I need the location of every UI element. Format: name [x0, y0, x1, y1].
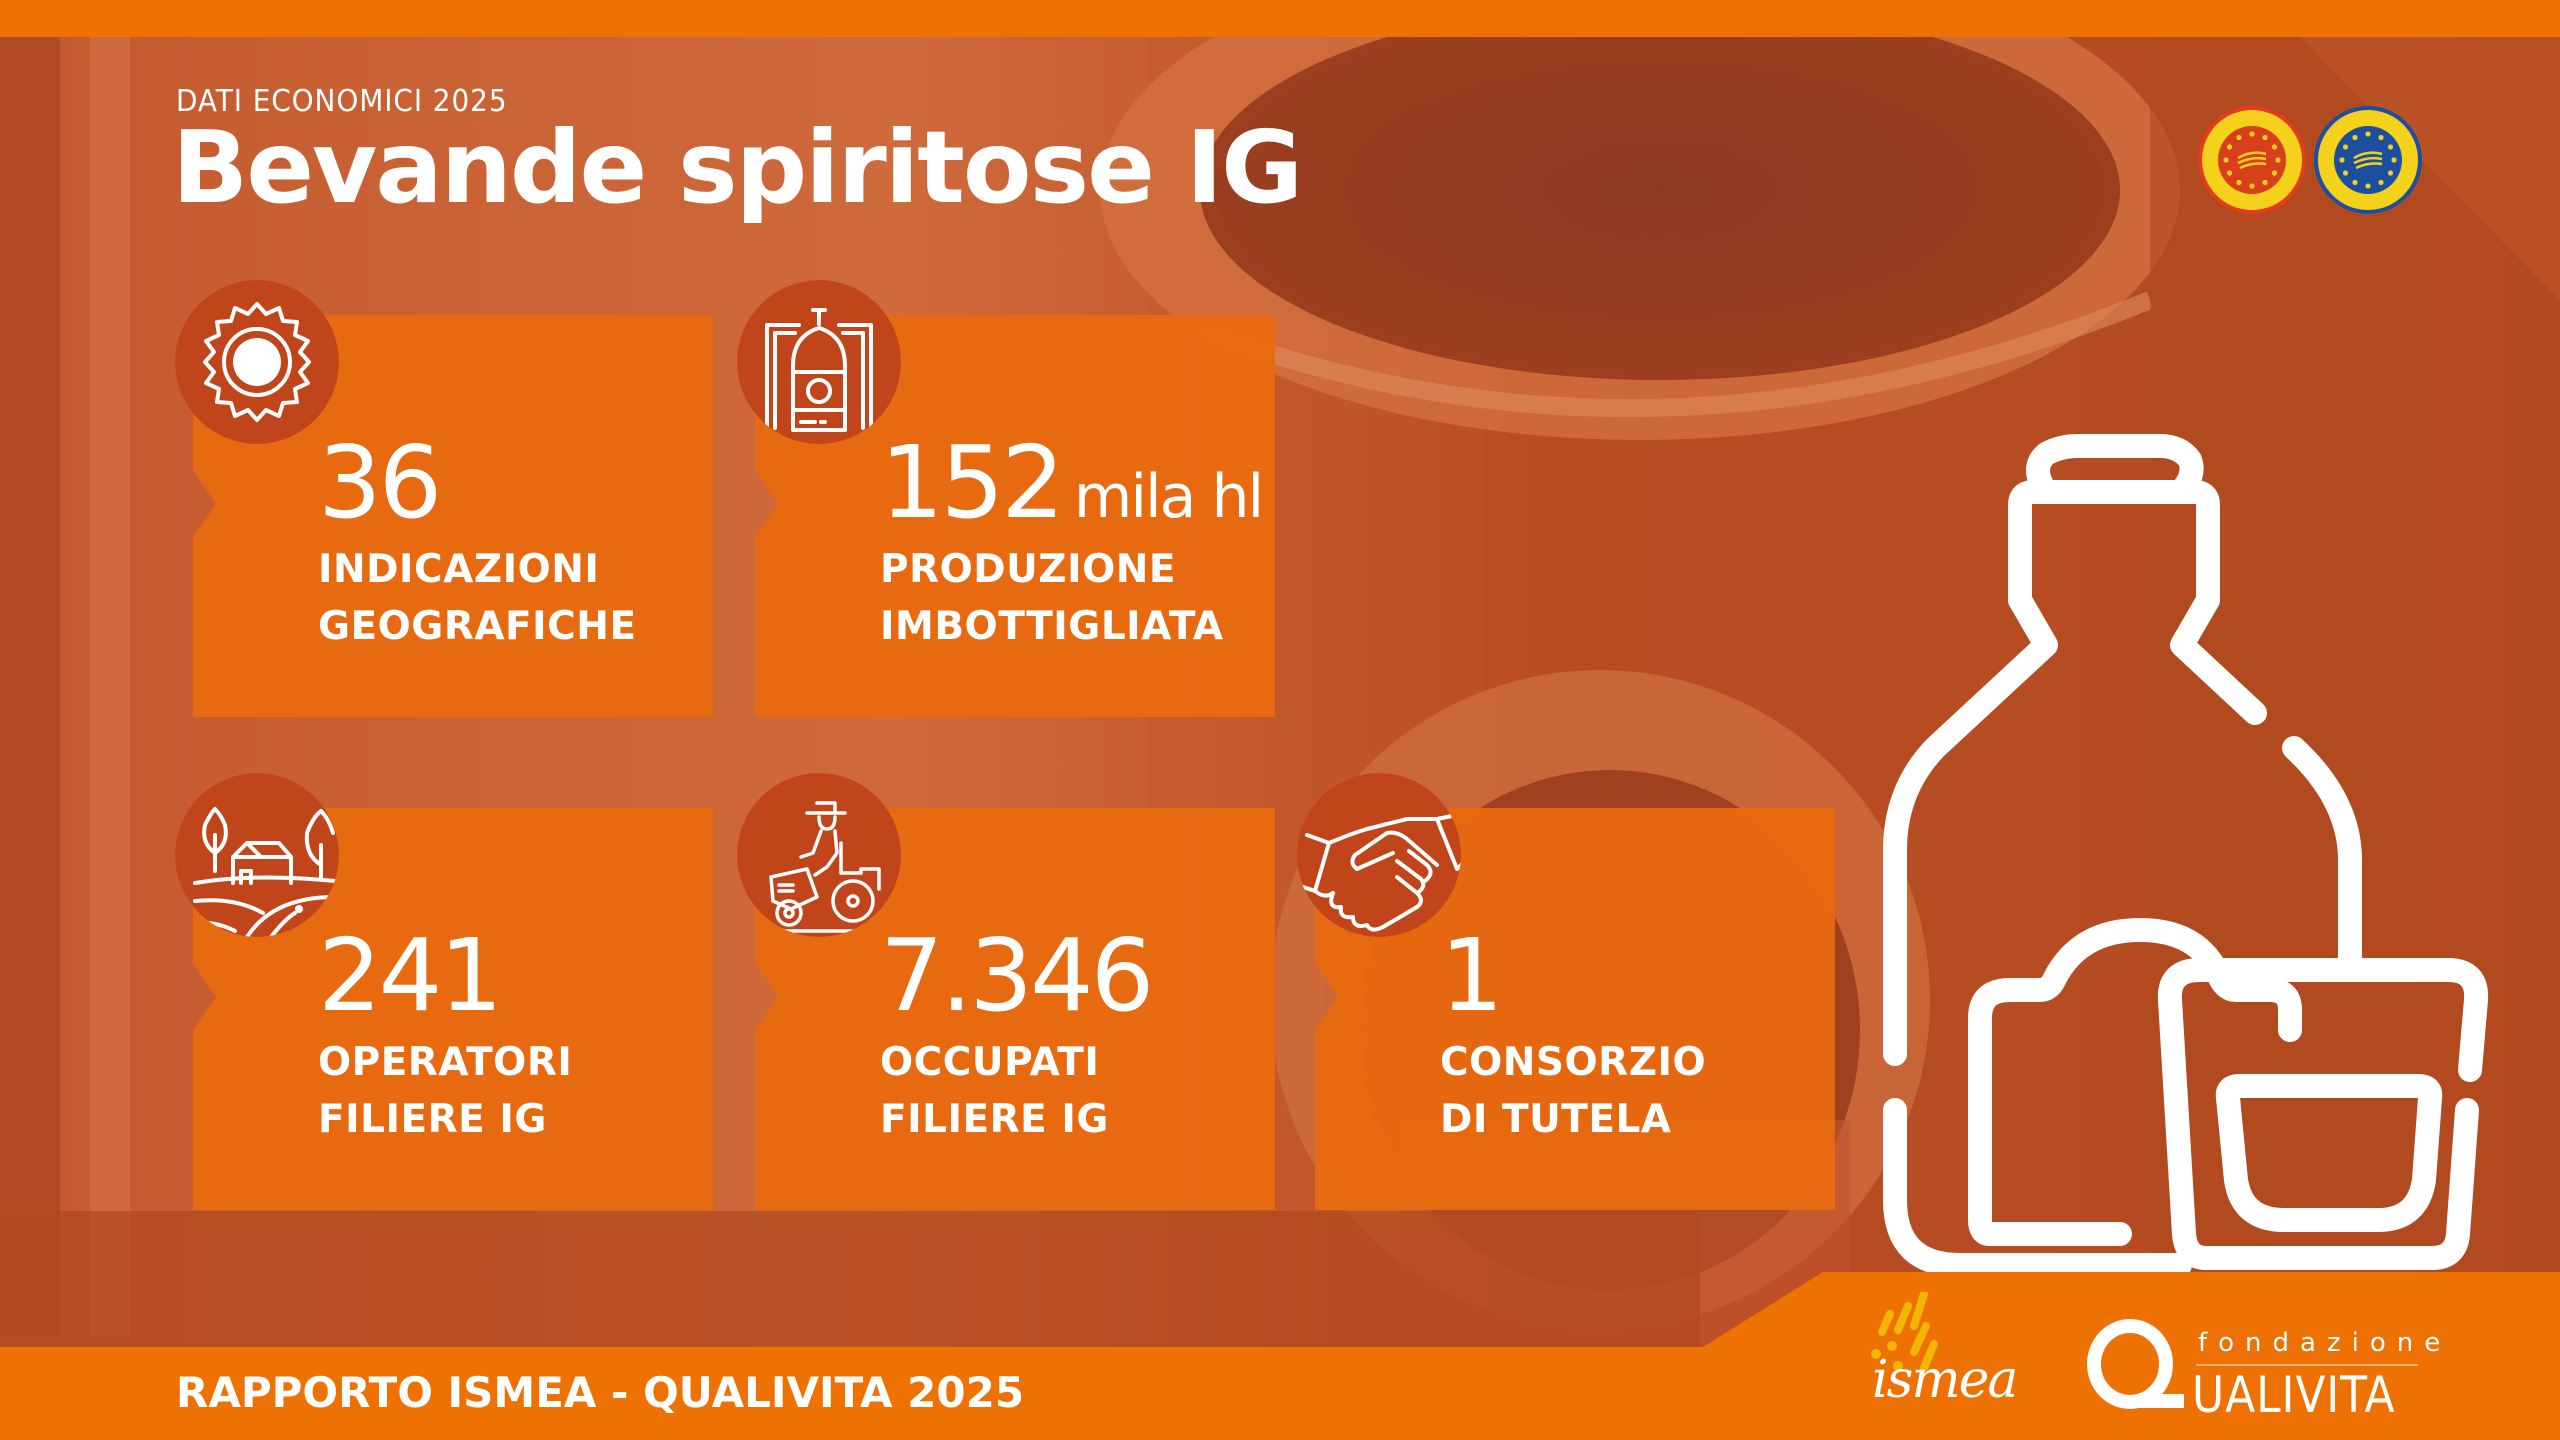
- stat-label-line: INDICAZIONI: [318, 547, 600, 592]
- stat-number: 36: [318, 424, 442, 541]
- stat-card-indicazioni: 36 INDICAZIONI GEOGRAFICHE: [175, 280, 713, 717]
- page-title: Bevande spiritose IG: [172, 109, 1303, 226]
- qualivita-wordmark: UALIVITA: [2192, 1366, 2396, 1424]
- icon-circle: [175, 280, 339, 444]
- stat-card-operatori: 241 OPERATORI FILIERE IG: [175, 773, 713, 1210]
- card-background: [193, 808, 713, 1210]
- card-background: [755, 808, 1275, 1210]
- card-background: [755, 315, 1275, 717]
- stat-card-consorzio: 1 CONSORZIO DI TUTELA: [1297, 773, 1835, 1210]
- still-distiller-icon: [737, 280, 901, 444]
- stat-label-line: FILIERE IG: [318, 1097, 547, 1142]
- stat-label-line: PRODUZIONE: [880, 547, 1177, 592]
- icon-circle: [737, 280, 901, 444]
- icon-circle: [1297, 773, 1461, 937]
- farm-landscape-icon: [175, 773, 339, 937]
- report-title: RAPPORTO ISMEA - QUALIVITA 2025: [176, 1368, 1025, 1417]
- farmer-tractor-icon: [737, 773, 901, 937]
- stat-number: 241: [318, 917, 503, 1034]
- stat-label: INDICAZIONI GEOGRAFICHE: [318, 541, 637, 655]
- stat-unit: mila hl: [1073, 462, 1264, 532]
- qualivita-divider: [2196, 1364, 2418, 1366]
- qualivita-prefix: fondazione: [2198, 1328, 2452, 1358]
- stat-label: CONSORZIO DI TUTELA: [1440, 1034, 1706, 1148]
- handshake-icon: [1297, 773, 1461, 937]
- stat-label: OCCUPATI FILIERE IG: [880, 1034, 1109, 1148]
- stat-card-occupati: 7.346 OCCUPATI FILIERE IG: [737, 773, 1275, 1210]
- stat-value: 1: [1440, 926, 1504, 1026]
- stat-value: 152 mila hl: [880, 433, 1264, 533]
- card-background: [1315, 808, 1835, 1210]
- ismea-logo-icon: [1871, 1292, 1938, 1372]
- stat-label-line: DI TUTELA: [1440, 1097, 1672, 1142]
- section-kicker: DATI ECONOMICI 2025: [176, 84, 508, 119]
- stat-label: PRODUZIONE IMBOTTIGLIATA: [880, 541, 1224, 655]
- stat-label-line: IMBOTTIGLIATA: [880, 604, 1224, 649]
- igp-seal-icon: [2314, 106, 2422, 214]
- bottle-and-glass-icon: [1883, 434, 2489, 1277]
- stat-value: 7.346: [880, 926, 1154, 1026]
- stat-label-line: OPERATORI: [318, 1040, 573, 1085]
- top-bar: [0, 0, 2560, 37]
- stat-number: 7.346: [880, 917, 1154, 1034]
- icon-circle: [175, 773, 339, 937]
- stat-value: 241: [318, 926, 503, 1026]
- stat-number: 1: [1440, 917, 1504, 1034]
- stat-value: 36: [318, 433, 442, 533]
- stat-number: 152: [880, 424, 1065, 541]
- stat-label-line: OCCUPATI: [880, 1040, 1100, 1085]
- stat-card-produzione: 152 mila hl PRODUZIONE IMBOTTIGLIATA: [737, 280, 1275, 717]
- card-background: [193, 315, 713, 717]
- sun-seal-icon: [175, 280, 339, 444]
- stat-label-line: FILIERE IG: [880, 1097, 1109, 1142]
- qualivita-q-icon: [2087, 1319, 2184, 1409]
- stat-label-line: GEOGRAFICHE: [318, 604, 637, 649]
- ismea-wordmark: ismea: [1872, 1350, 2018, 1410]
- icon-circle: [737, 773, 901, 937]
- dop-seal-icon: [2198, 106, 2306, 214]
- stat-label: OPERATORI FILIERE IG: [318, 1034, 572, 1148]
- eu-quality-seals: [2198, 106, 2422, 214]
- stat-label-line: CONSORZIO: [1440, 1040, 1707, 1085]
